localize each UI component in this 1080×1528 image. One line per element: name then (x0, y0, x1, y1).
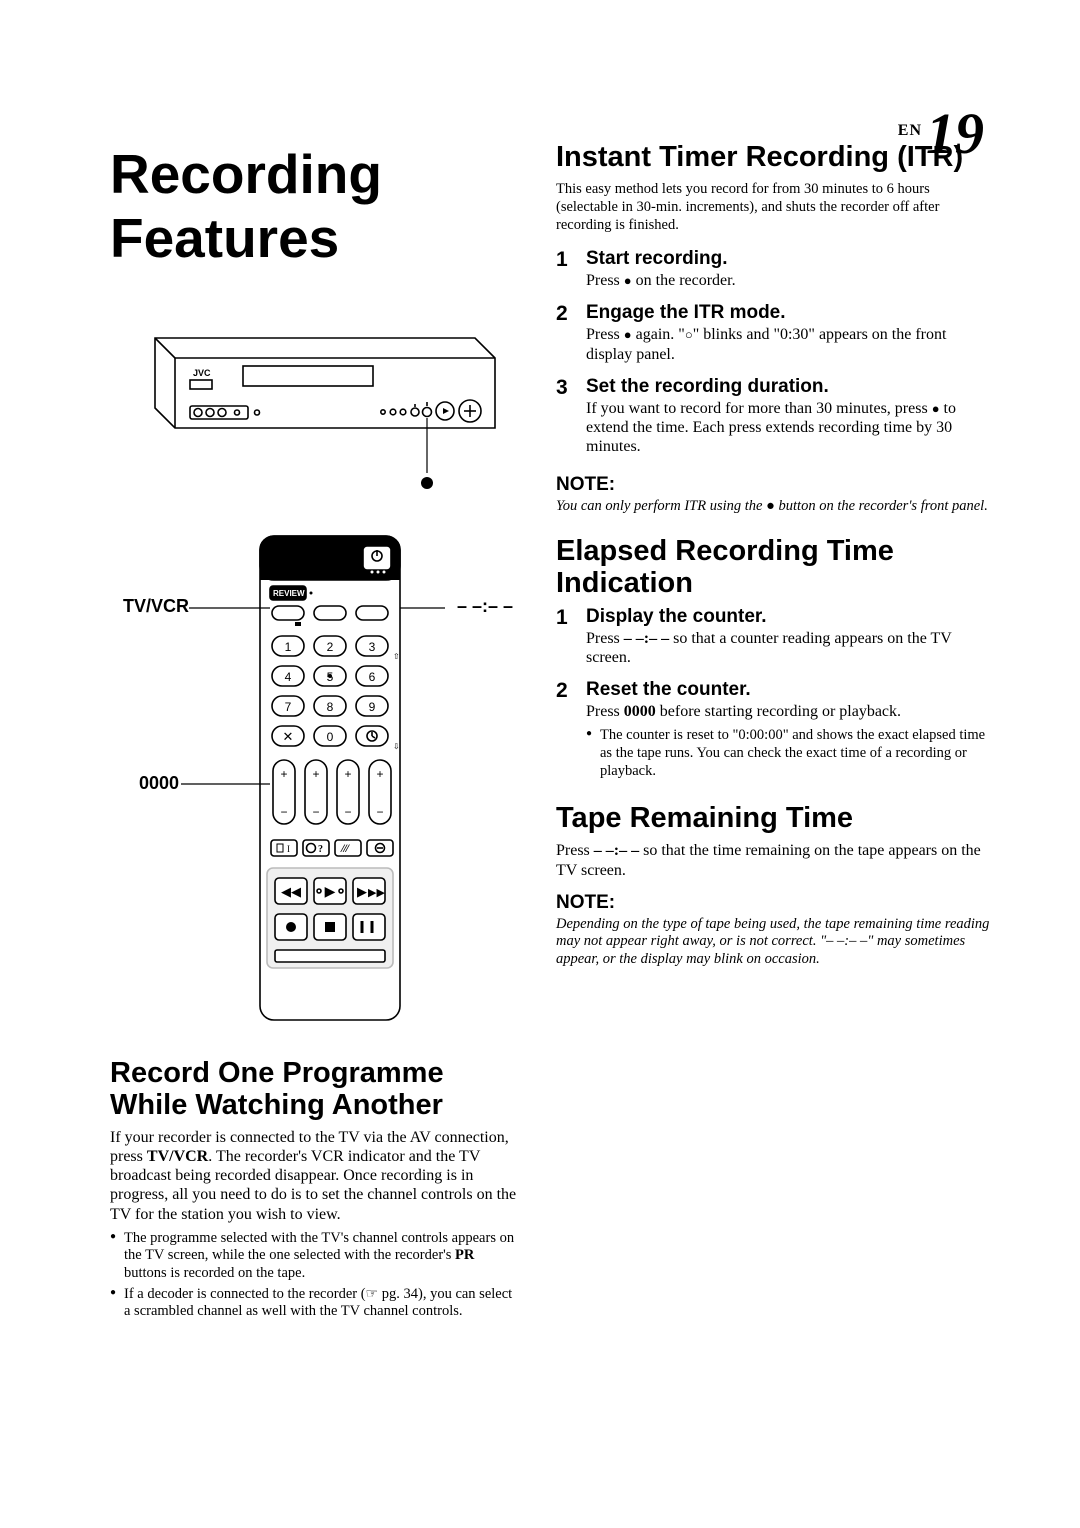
list-item: If a decoder is connected to the recorde… (110, 1286, 520, 1321)
step-text: Press ● again. "○" blinks and "0:30" app… (586, 325, 990, 363)
elapsed-title: Elapsed Recording Time Indication (556, 536, 990, 600)
remaining-body: Press – –:– – so that the time remaining… (556, 841, 990, 879)
step-number: 3 (556, 376, 576, 463)
list-item: The programme selected with the TV's cha… (110, 1230, 520, 1283)
svg-text:4: 4 (285, 670, 292, 684)
note-label: NOTE: (556, 892, 990, 914)
svg-text:REVIEW: REVIEW (273, 589, 305, 598)
remaining-note: Depending on the type of tape being used… (556, 916, 990, 969)
list-item: The counter is reset to "0:00:00" and sh… (586, 727, 990, 780)
svg-text:◀◀: ◀◀ (281, 884, 301, 899)
svg-text:▶: ▶ (357, 884, 367, 899)
left-para: If your recorder is connected to the TV … (110, 1128, 520, 1224)
remote-illustration: TV/VCR 0000 – –:– – REVIEW (125, 528, 505, 1028)
step-number: 1 (556, 606, 576, 673)
left-bullets: The programme selected with the TV's cha… (110, 1230, 520, 1321)
svg-text:⇩: ⇩ (393, 742, 400, 751)
remaining-title: Tape Remaining Time (556, 803, 990, 835)
itr-step-2: 2 Engage the ITR mode. Press ● again. "○… (556, 302, 990, 369)
page-number-value: 19 (926, 101, 984, 166)
left-column: Recording Features JVC (110, 142, 520, 1324)
svg-text:1: 1 (285, 640, 292, 654)
svg-text:8: 8 (327, 700, 334, 714)
step-title: Reset the counter. (586, 679, 990, 701)
step-title: Set the recording duration. (586, 376, 990, 398)
svg-text:?: ? (318, 844, 323, 855)
step-number: 1 (556, 248, 576, 296)
main-title: Recording Features (110, 142, 520, 270)
itr-note: You can only perform ITR using the ● but… (556, 498, 990, 516)
itr-intro: This easy method lets you record for fro… (556, 180, 990, 234)
page-en-label: EN (898, 122, 922, 139)
svg-text:−: − (312, 805, 319, 819)
step-text: Press ● on the recorder. (586, 271, 990, 290)
elapsed-step-2: 2 Reset the counter. Press 0000 before s… (556, 679, 990, 783)
svg-text:I: I (287, 844, 290, 854)
note-label: NOTE: (556, 474, 990, 496)
svg-text:0: 0 (327, 730, 334, 744)
svg-text:−: − (280, 805, 287, 819)
svg-text:9: 9 (369, 700, 376, 714)
svg-text:+: + (376, 767, 383, 781)
left-section-title: Record One Programme While Watching Anot… (110, 1058, 520, 1122)
elapsed-step-1: 1 Display the counter. Press – –:– – so … (556, 606, 990, 673)
vcr-illustration: JVC (125, 298, 505, 498)
svg-text:✕: ✕ (283, 729, 294, 744)
step-text: Press 0000 before starting recording or … (586, 702, 990, 721)
step-number: 2 (556, 679, 576, 783)
svg-text:+: + (344, 767, 351, 781)
step-text: Press – –:– – so that a counter reading … (586, 629, 990, 667)
svg-text:+: + (280, 767, 287, 781)
right-column: Instant Timer Recording (ITR) This easy … (556, 142, 990, 1324)
svg-text:−: − (344, 805, 351, 819)
step-number: 2 (556, 302, 576, 369)
page-number: EN 19 (898, 100, 984, 167)
step-title: Start recording. (586, 248, 990, 270)
svg-text:−: − (376, 805, 383, 819)
step-text: If you want to record for more than 30 m… (586, 399, 990, 457)
svg-text:JVC: JVC (193, 368, 211, 378)
svg-text:⇧: ⇧ (393, 652, 400, 661)
step-title: Engage the ITR mode. (586, 302, 990, 324)
svg-text:2: 2 (327, 640, 334, 654)
svg-text:▶▶: ▶▶ (368, 887, 385, 899)
svg-text:6: 6 (369, 670, 376, 684)
svg-text:5: 5 (327, 670, 334, 684)
svg-text:▶: ▶ (325, 885, 336, 900)
step-title: Display the counter. (586, 606, 990, 628)
svg-text:3: 3 (369, 640, 376, 654)
svg-text:7: 7 (285, 700, 292, 714)
itr-step-3: 3 Set the recording duration. If you wan… (556, 376, 990, 463)
itr-step-1: 1 Start recording. Press ● on the record… (556, 248, 990, 296)
svg-text:+: + (312, 767, 319, 781)
